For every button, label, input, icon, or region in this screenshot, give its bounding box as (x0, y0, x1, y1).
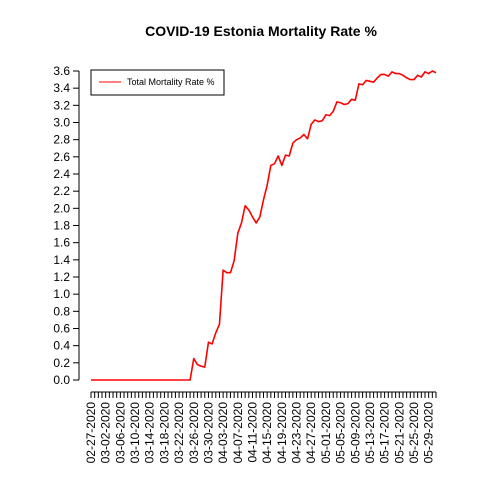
plot-area (91, 70, 437, 381)
y-tick-label: 3.4 (53, 81, 70, 95)
y-axis: 0.0 0.2 0.4 0.6 0.8 1.0 1.2 1.4 1.6 1.8 2.0 2.2 2.4 2… (53, 64, 80, 387)
x-tick-label: 05-17-2020 (378, 402, 392, 464)
y-tick-label: 2.2 (53, 184, 70, 198)
x-tick-label: 04-03-2020 (216, 402, 230, 464)
x-tick-label: 02-27-2020 (84, 402, 98, 464)
x-axis: 02-27-2020 03-02-2020 03-06-2020 03-10-2020… (84, 391, 437, 464)
legend: Total Mortality Rate % (90, 69, 225, 96)
x-tick-label: 05-01-2020 (319, 402, 333, 464)
x-tick-label: 03-22-2020 (172, 402, 186, 464)
x-tick-label: 05-05-2020 (334, 402, 348, 464)
x-tick-label: 05-13-2020 (363, 402, 377, 464)
y-tick-label: 3.6 (53, 64, 70, 78)
x-tick-label: 05-25-2020 (407, 402, 421, 464)
x-tick-label: 04-11-2020 (245, 402, 259, 463)
x-tick-label: 03-14-2020 (143, 402, 157, 464)
x-tick-label: 03-18-2020 (157, 402, 171, 464)
y-tick-label: 2.4 (53, 167, 70, 181)
y-tick-label: 0.2 (53, 356, 70, 370)
y-tick-label: 1.8 (53, 219, 70, 233)
x-tick-label: 04-19-2020 (275, 402, 289, 464)
x-tick-label: 05-09-2020 (348, 402, 362, 464)
x-tick-label: 05-29-2020 (422, 402, 436, 464)
y-tick-label: 2.0 (53, 201, 70, 215)
series-line-total-mortality-rate (91, 70, 437, 381)
x-tick-label: 04-27-2020 (304, 402, 318, 464)
legend-label: Total Mortality Rate % (127, 77, 215, 87)
y-tick-label: 1.0 (53, 287, 70, 301)
x-tick-label: 03-06-2020 (113, 402, 127, 464)
y-tick-label: 3.2 (53, 98, 70, 112)
y-tick-label: 2.6 (53, 150, 70, 164)
y-tick-label: 2.8 (53, 133, 70, 147)
x-tick-label: 03-26-2020 (187, 402, 201, 464)
y-tick-label: 0.4 (53, 339, 70, 353)
x-tick-label: 03-02-2020 (99, 402, 113, 464)
x-tick-label: 04-07-2020 (231, 402, 245, 464)
x-tick-label: 03-10-2020 (128, 402, 142, 464)
y-tick-label: 1.4 (53, 253, 70, 267)
x-tick-label: 04-15-2020 (260, 402, 274, 464)
legend-box (90, 69, 225, 96)
x-tick-label: 05-21-2020 (392, 402, 406, 464)
y-tick-label: 1.2 (53, 270, 70, 284)
x-tick-label: 03-30-2020 (201, 402, 215, 464)
x-tick-label: 04-23-2020 (290, 402, 304, 464)
y-tick-label: 0.6 (53, 322, 70, 336)
y-tick-label: 0.0 (53, 373, 70, 387)
chart-title: COVID-19 Estonia Mortality Rate % (145, 23, 377, 39)
y-tick-label: 3.0 (53, 116, 70, 130)
y-tick-label: 1.6 (53, 236, 70, 250)
y-tick-label: 0.8 (53, 304, 70, 318)
